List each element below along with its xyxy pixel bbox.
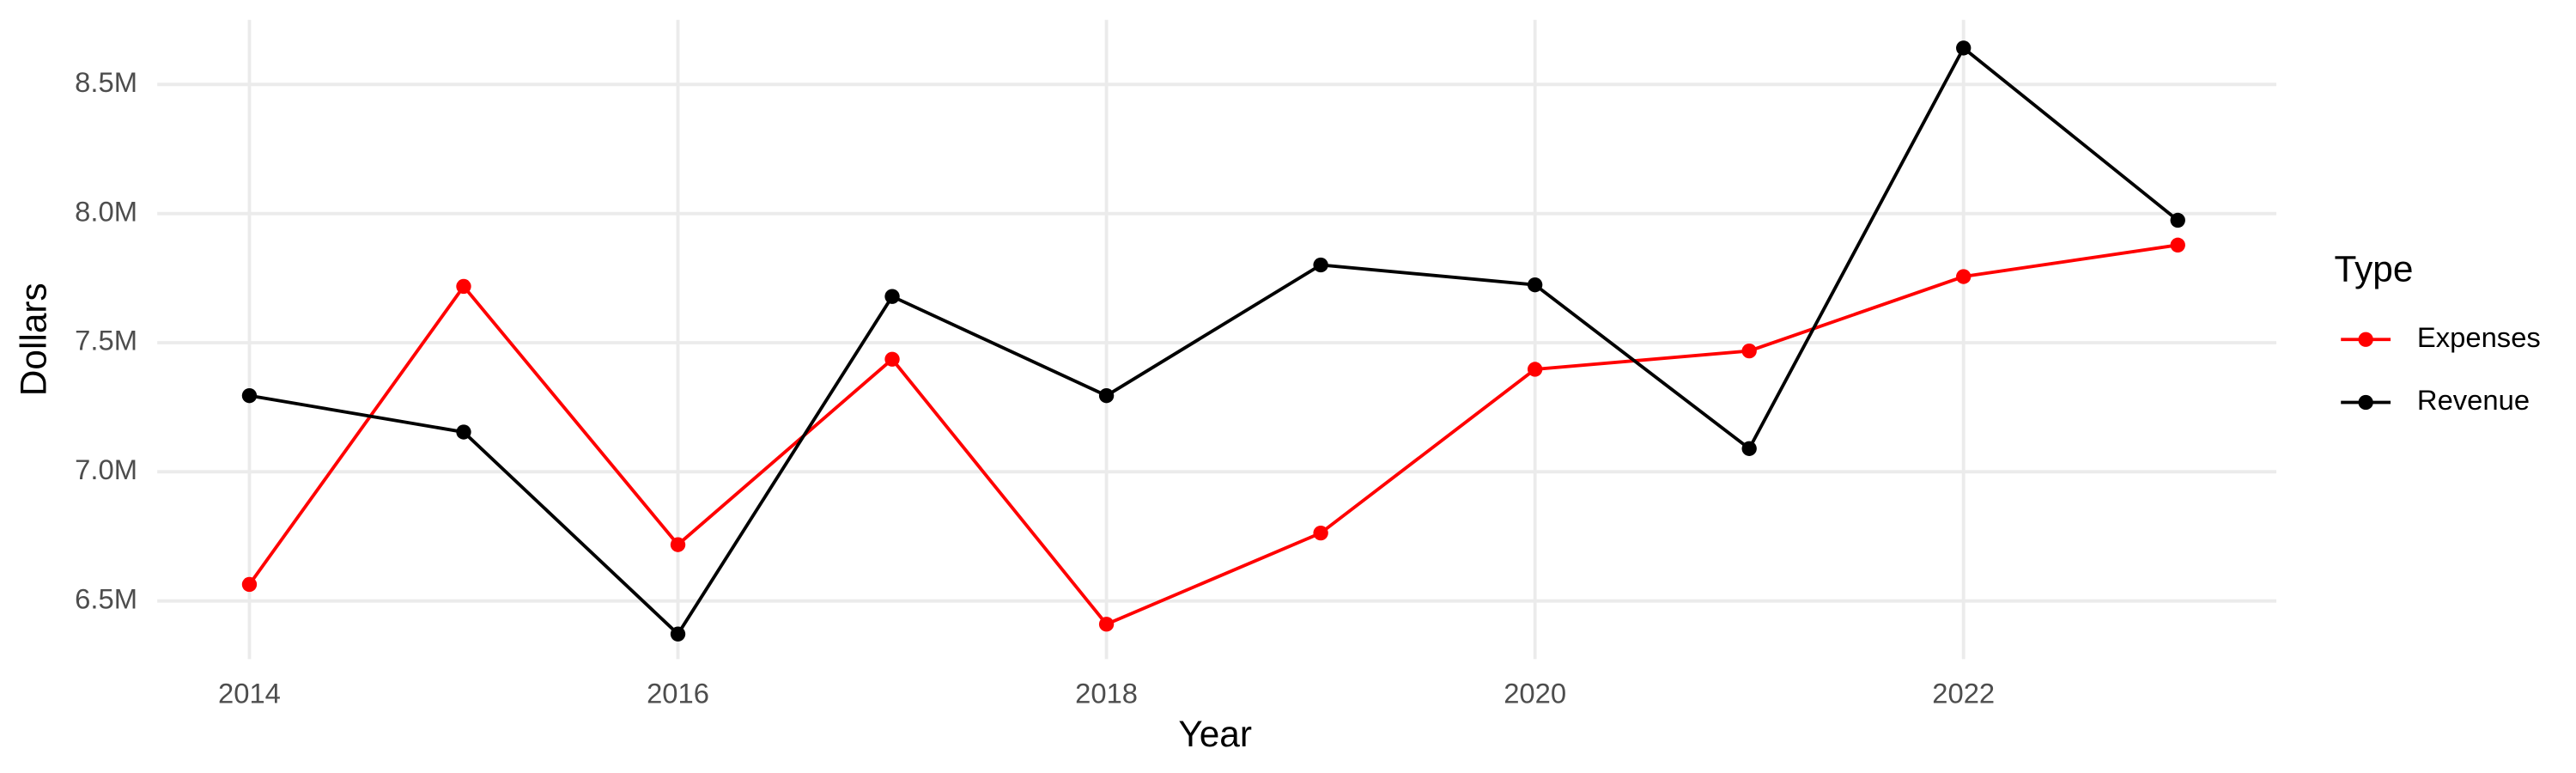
x-tick-label: 2016 <box>647 677 709 709</box>
y-tick-label: 6.5M <box>75 582 137 614</box>
x-tick-label: 2014 <box>218 677 281 709</box>
legend-label: Expenses <box>2417 321 2541 353</box>
data-point <box>1098 617 1115 632</box>
data-point <box>1313 257 1328 273</box>
data-point <box>1313 525 1328 541</box>
grid <box>157 20 2277 660</box>
y-tick-label: 8.0M <box>75 195 137 227</box>
x-axis-title: Year <box>1178 714 1252 754</box>
y-axis-title: Dollars <box>14 283 54 396</box>
y-tick-label: 7.5M <box>75 325 137 356</box>
data-point <box>1527 277 1543 293</box>
y-tick-label: 8.5M <box>75 66 137 98</box>
data-point <box>884 289 900 304</box>
data-point <box>1741 343 1757 359</box>
legend-key-point <box>2358 394 2373 411</box>
y-tick-label: 7.0M <box>75 453 137 485</box>
x-tick-label: 2020 <box>1504 677 1566 709</box>
data-point <box>1527 362 1543 377</box>
data-point <box>670 537 686 552</box>
legend-item: Revenue <box>2341 384 2530 416</box>
legend-title: Type <box>2335 248 2414 289</box>
data-point <box>456 278 471 295</box>
legend-item: Expenses <box>2341 321 2541 353</box>
legend-label: Revenue <box>2417 384 2530 416</box>
data-point <box>1741 441 1757 456</box>
series-line <box>249 45 2179 637</box>
data-point <box>2170 237 2185 253</box>
data-point <box>670 626 686 642</box>
data-point <box>2170 212 2185 228</box>
data-point <box>1956 269 1971 284</box>
x-tick-label: 2022 <box>1932 677 1995 709</box>
data-point <box>456 424 471 440</box>
legend-key-point <box>2358 332 2373 347</box>
data-point <box>241 576 258 593</box>
data-point <box>1956 40 1971 56</box>
series-line <box>247 243 2178 627</box>
data-point <box>241 387 258 404</box>
data-point <box>884 351 900 367</box>
x-tick-label: 2018 <box>1075 677 1138 709</box>
data-point <box>1098 387 1115 404</box>
